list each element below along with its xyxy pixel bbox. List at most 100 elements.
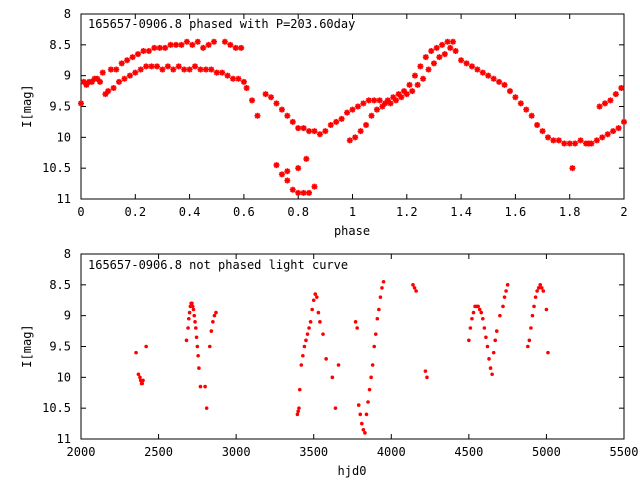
phased-data-point <box>80 78 87 85</box>
phased-data-point <box>186 66 193 73</box>
phased-data-point <box>151 44 158 51</box>
unphased-data-point <box>366 400 370 404</box>
unphased-data-point <box>194 326 198 330</box>
phased-data-point <box>561 140 568 147</box>
unphased-data-point <box>367 387 372 392</box>
unphased-data-point <box>193 320 197 324</box>
unphased-data-point <box>372 344 377 349</box>
unphased-data-point <box>324 357 328 361</box>
phased-axis-ticks: 0 0.2 0.4 0.6 0.8 1 1.2 1.4 1.6 1.8 2 8 8.5 9 9.5 10 10.… <box>42 7 628 219</box>
phased-data-point <box>102 91 109 98</box>
phased-y-tick-label: 11 <box>57 192 71 206</box>
phased-data-point <box>278 171 285 178</box>
phased-data-point <box>338 115 345 122</box>
phased-data-point <box>289 118 296 125</box>
unphased-data-point <box>211 320 215 324</box>
phased-x-tick-label: 1.8 <box>559 205 581 219</box>
phased-data-point <box>105 88 112 95</box>
phased-data-point <box>490 75 497 82</box>
phased-data-point <box>371 97 378 104</box>
unphased-data-point <box>533 295 538 299</box>
unphased-data-point <box>494 329 499 333</box>
phased-data-point <box>523 106 530 113</box>
phased-x-tick-label: 0.4 <box>179 205 201 219</box>
unphased-data-point <box>203 384 207 389</box>
phased-data-point <box>496 78 503 85</box>
unphased-data-point <box>187 316 191 321</box>
phased-data-point <box>398 94 405 101</box>
phased-data-point <box>99 69 106 76</box>
phased-data-point <box>596 103 603 110</box>
phased-data-point <box>211 38 218 45</box>
unphased-data-point <box>302 344 307 349</box>
phased-data-point <box>463 60 470 67</box>
phased-data-point <box>479 69 486 76</box>
phased-data-point <box>612 91 619 98</box>
phased-data-point <box>433 44 440 51</box>
phased-plot-frame <box>80 13 625 200</box>
phased-data-point <box>197 66 204 73</box>
phased-data-point <box>401 88 408 95</box>
unphased-data-point <box>529 326 533 330</box>
phased-data-point <box>240 78 247 85</box>
phased-data-point <box>230 75 237 82</box>
phased-data-point <box>126 72 133 79</box>
unphased-y-tick-label: 8 <box>64 247 71 261</box>
phased-data-point <box>232 44 239 51</box>
phased-data-point <box>474 66 481 73</box>
unphased-data-point <box>140 381 145 386</box>
unphased-x-tick-label: 2000 <box>67 445 96 459</box>
phased-data-point <box>615 125 622 132</box>
phased-data-point <box>306 128 313 135</box>
unphased-data-point <box>484 335 488 340</box>
unphased-data-point <box>191 307 196 312</box>
phased-x-tick-label: 1 <box>349 205 356 219</box>
unphased-data-point <box>194 335 199 340</box>
phased-y-tick-label: 9 <box>64 69 71 83</box>
phased-data-point <box>327 122 334 128</box>
unphased-data-point <box>355 326 359 330</box>
unphased-y-tick-label: 9 <box>64 309 71 323</box>
phased-data-point <box>170 66 177 73</box>
unphased-data-point <box>190 301 194 306</box>
unphased-data-point <box>493 338 498 343</box>
phased-data-point <box>129 54 136 61</box>
phased-y-tick-label: 10.5 <box>42 161 71 175</box>
phased-data-point <box>344 109 351 116</box>
phased-data-point <box>452 48 459 54</box>
phased-data-point <box>379 103 386 110</box>
phased-data-point <box>78 100 84 107</box>
phased-data-point <box>213 69 220 76</box>
unphased-data-point <box>527 338 532 343</box>
unphased-data-point <box>423 369 428 373</box>
phased-x-tick-label: 0 <box>77 205 84 219</box>
phased-data-point <box>156 44 163 51</box>
phased-data-point <box>145 48 152 54</box>
phased-data-point <box>140 48 147 54</box>
phased-data-point <box>243 85 250 91</box>
phased-data-point <box>135 51 142 58</box>
phased-data-point <box>384 97 391 104</box>
unphased-data-point <box>471 310 476 315</box>
phased-data-point <box>202 66 209 73</box>
unphased-data-point <box>214 310 218 315</box>
unphased-data-point <box>136 372 141 377</box>
unphased-y-tick-label: 10 <box>57 370 71 384</box>
unphased-data-point <box>336 363 341 367</box>
phased-data-point <box>428 48 435 54</box>
phased-data-point <box>618 85 625 91</box>
phased-data-point <box>373 106 380 113</box>
phased-data-point <box>357 128 364 135</box>
phased-data-point <box>306 189 313 196</box>
unphased-data-point <box>297 387 302 392</box>
phased-data-point <box>387 100 394 107</box>
phased-data-point <box>227 41 234 48</box>
unphased-plot-frame <box>80 253 625 440</box>
unphased-data-point <box>358 412 363 417</box>
phased-data-point <box>420 75 427 82</box>
unphased-data-point <box>488 366 493 370</box>
unphased-data-point <box>361 427 366 432</box>
unphased-data-point <box>364 412 369 417</box>
phased-data-point <box>555 137 562 144</box>
